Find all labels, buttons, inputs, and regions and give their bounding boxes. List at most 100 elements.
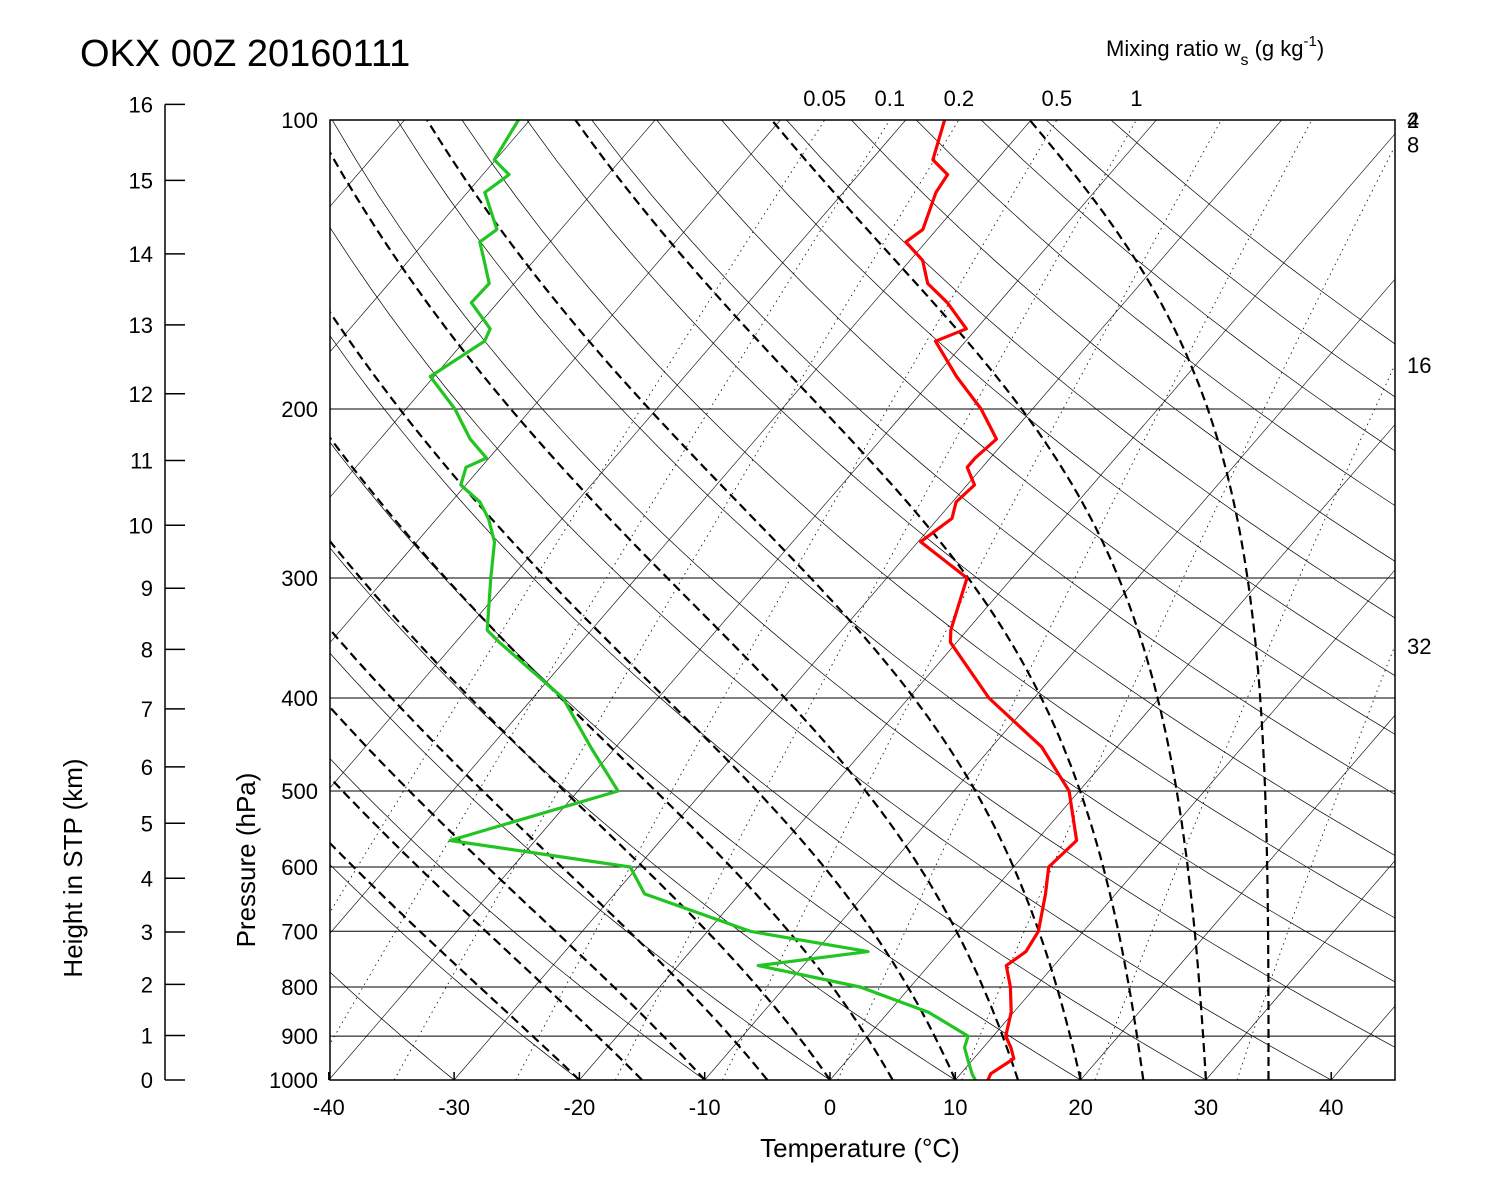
mixing-ratio-top-label: 1	[1130, 86, 1142, 111]
pressure-tick-label: 200	[281, 397, 318, 422]
moist-adiabat-line	[330, 150, 1020, 1080]
dry-adiabat-line	[656, 120, 1395, 735]
mixing-ratio-top-label: 0.05	[803, 86, 846, 111]
mixing-ratio-line	[961, 145, 1395, 1080]
axes: -40 -30 -20 -10 0 10 20 30 401002003004005006007…	[129, 86, 1432, 1120]
mixing-ratio-top-label: 0.5	[1042, 86, 1073, 111]
x-tick-label: -30	[438, 1095, 470, 1120]
mixing-ratio-right-label: 2	[1407, 108, 1419, 133]
pressure-tick-label: 100	[281, 108, 318, 133]
height-tick-label: 6	[141, 755, 153, 780]
moist-adiabat-line	[330, 436, 894, 1080]
x-tick-label: -20	[564, 1095, 596, 1120]
moist-adiabat-line	[574, 120, 1145, 1080]
height-tick-label: 7	[141, 697, 153, 722]
isotherm-line	[1330, 1005, 1395, 1080]
isotherm-line	[330, 120, 906, 789]
isotherm-line	[955, 569, 1395, 1080]
mixing-ratio-right-label: 4	[1407, 108, 1419, 133]
height-tick-label: 11	[130, 449, 153, 474]
dewpoint-line	[428, 120, 977, 1080]
x-axis-label: Temperature (°C)	[760, 1133, 960, 1163]
height-tick-label: 9	[141, 576, 153, 601]
height-tick-label: 0	[141, 1068, 153, 1093]
dry-adiabat-line	[591, 120, 1395, 795]
mixing-ratio-line	[837, 120, 1313, 1080]
isotherm-line	[330, 120, 656, 498]
isotherm-line	[1080, 714, 1395, 1080]
plot-frame	[329, 119, 1396, 1081]
moist-adiabat-line	[330, 627, 769, 1080]
moist-adiabat-line	[330, 776, 643, 1080]
pressure-tick-label: 500	[281, 779, 318, 804]
mixing-ratio-right-label: 32	[1407, 634, 1431, 659]
pressure-tick-label: 900	[281, 1024, 318, 1049]
height-tick-label: 10	[129, 513, 153, 538]
height-tick-label: 1	[141, 1023, 153, 1048]
height-tick-label: 5	[141, 811, 153, 836]
dry-adiabat-line	[980, 120, 1395, 452]
mixing-ratio-line	[615, 120, 1137, 1080]
mixing-ratio-line	[1094, 363, 1395, 1080]
dry-adiabat-line	[330, 441, 1081, 1080]
dry-adiabat-line	[526, 120, 1395, 856]
pressure-axis-label: Pressure (hPa)	[231, 773, 261, 948]
chart-title: OKX 00Z 20160111	[80, 33, 410, 75]
isotherm-line	[829, 424, 1395, 1080]
x-tick-label: 30	[1194, 1095, 1218, 1120]
height-axis-label: Height in STP (km)	[58, 758, 88, 977]
dry-adiabat-line	[330, 335, 1207, 1080]
mixing-ratio-top-label: 0.2	[944, 86, 975, 111]
isotherm-line	[1205, 860, 1395, 1080]
pressure-tick-label: 700	[281, 919, 318, 944]
mixing-ratio-right-label: 8	[1407, 132, 1419, 157]
mixing-ratio-top-label: 0.1	[875, 86, 906, 111]
x-tick-label: 40	[1319, 1095, 1343, 1120]
moist-adiabat-line	[330, 841, 581, 1080]
mixing-ratio-right-label: 16	[1407, 353, 1431, 378]
mixing-ratio-line	[330, 120, 891, 1045]
dry-adiabat-line	[721, 120, 1395, 677]
isotherm-line	[453, 120, 1282, 1080]
moist-adiabat-line	[330, 310, 957, 1080]
temperature-line	[904, 120, 1079, 1080]
moist-adiabat-line	[330, 539, 831, 1080]
dry-adiabat-line	[330, 547, 956, 1080]
x-tick-label: -10	[689, 1095, 721, 1120]
mixing-ratio-line	[330, 120, 826, 913]
x-tick-label: 10	[943, 1095, 967, 1120]
sounding-lines	[428, 120, 1079, 1080]
height-tick-label: 13	[129, 313, 153, 338]
dry-adiabat-line	[330, 226, 1332, 1080]
moist-adiabat-line	[330, 705, 706, 1080]
height-tick-label: 2	[141, 972, 153, 997]
moist-adiabat-line	[1028, 120, 1270, 1080]
isotherm-line	[579, 133, 1395, 1080]
mixing-ratio-line	[393, 120, 960, 1080]
mixing-ratio-line	[1236, 644, 1395, 1080]
dry-adiabat-line	[330, 864, 580, 1080]
height-tick-label: 4	[141, 866, 153, 891]
mixing-ratio-line	[722, 120, 1222, 1080]
background-lines	[330, 120, 1395, 1080]
pressure-tick-label: 300	[281, 566, 318, 591]
x-tick-label: 20	[1068, 1095, 1092, 1120]
dry-adiabat-line	[330, 652, 831, 1080]
height-tick-label: 15	[129, 168, 153, 193]
dry-adiabat-line	[916, 120, 1395, 507]
isotherm-line	[330, 120, 1032, 934]
dry-adiabat-line	[330, 758, 705, 1080]
moist-adiabat-line	[770, 120, 1207, 1080]
dry-adiabat-line	[330, 971, 455, 1080]
dry-adiabat-line	[396, 120, 1395, 983]
dry-adiabat-line	[1045, 120, 1395, 398]
isotherm-line	[330, 120, 531, 353]
mixing-ratio-title: Mixing ratio ws (g kg-1)	[1106, 33, 1324, 69]
dry-adiabat-line	[1110, 120, 1395, 345]
isotherm-line	[330, 120, 1157, 1080]
height-tick-label: 3	[141, 920, 153, 945]
height-tick-label: 12	[129, 382, 153, 407]
dry-adiabat-line	[461, 120, 1395, 919]
pressure-tick-label: 400	[281, 686, 318, 711]
